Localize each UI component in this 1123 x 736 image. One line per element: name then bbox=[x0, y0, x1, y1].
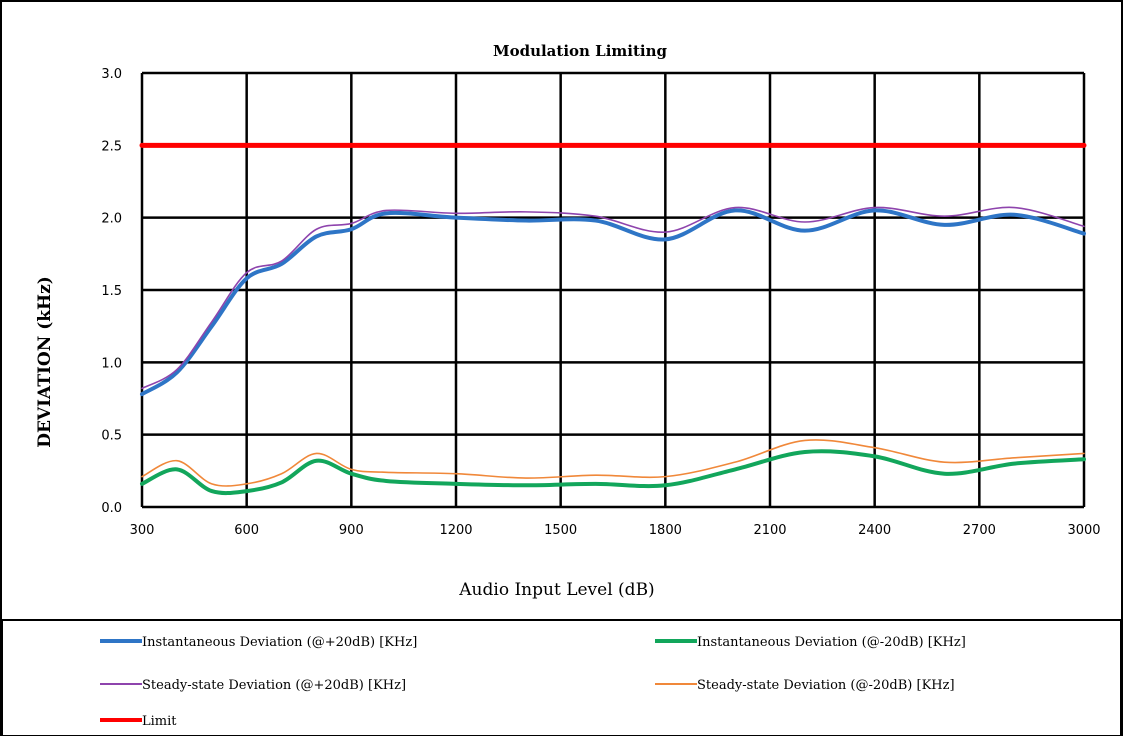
y-tick-label: 0.0 bbox=[101, 501, 122, 516]
x-axis-label: Audio Input Level (dB) bbox=[458, 580, 654, 600]
series-line-3 bbox=[141, 439, 1085, 487]
x-tick-label: 1800 bbox=[649, 523, 682, 538]
legend-label-4: Limit bbox=[142, 714, 177, 729]
x-tick-label: 2700 bbox=[963, 523, 996, 538]
legend: Instantaneous Deviation (@+20dB) [KHz] In… bbox=[100, 635, 966, 729]
x-tick-label: 1500 bbox=[544, 523, 577, 538]
legend-box bbox=[1, 619, 1122, 736]
x-tick-label: 600 bbox=[234, 523, 259, 538]
x-tick-label: 3000 bbox=[1067, 523, 1100, 538]
x-tick-label: 900 bbox=[339, 523, 364, 538]
legend-label-0: Instantaneous Deviation (@+20dB) [KHz] bbox=[142, 635, 417, 650]
y-tick-label: 2.0 bbox=[101, 212, 122, 227]
y-tick-label: 1.5 bbox=[101, 284, 122, 299]
y-tick-label: 3.0 bbox=[101, 67, 122, 82]
legend-label-2: Steady-state Deviation (@+20dB) [KHz] bbox=[142, 678, 406, 693]
series-line-2 bbox=[141, 206, 1085, 390]
x-tick-label: 2400 bbox=[858, 523, 891, 538]
grid bbox=[140, 71, 1086, 509]
y-tick-label: 2.5 bbox=[101, 139, 122, 154]
series-line-1 bbox=[140, 449, 1086, 496]
series-layer bbox=[139, 142, 1087, 496]
y-tick-label: 0.5 bbox=[101, 429, 122, 444]
y-tick-label: 1.0 bbox=[101, 356, 122, 371]
x-tick-label: 300 bbox=[130, 523, 155, 538]
x-tick-label: 2100 bbox=[753, 523, 786, 538]
y-axis-label: DEVIATION (kHz) bbox=[35, 276, 55, 448]
x-tick-label: 1200 bbox=[439, 523, 472, 538]
series-line-0 bbox=[140, 208, 1086, 397]
legend-label-1: Instantaneous Deviation (@-20dB) [KHz] bbox=[697, 635, 966, 650]
tick-labels: 300 600 900 1200 1500 1800 2100 2400 2700 3000 0.0… bbox=[101, 67, 1100, 538]
chart-title: Modulation Limiting bbox=[493, 42, 668, 60]
legend-label-3: Steady-state Deviation (@-20dB) [KHz] bbox=[697, 678, 955, 693]
